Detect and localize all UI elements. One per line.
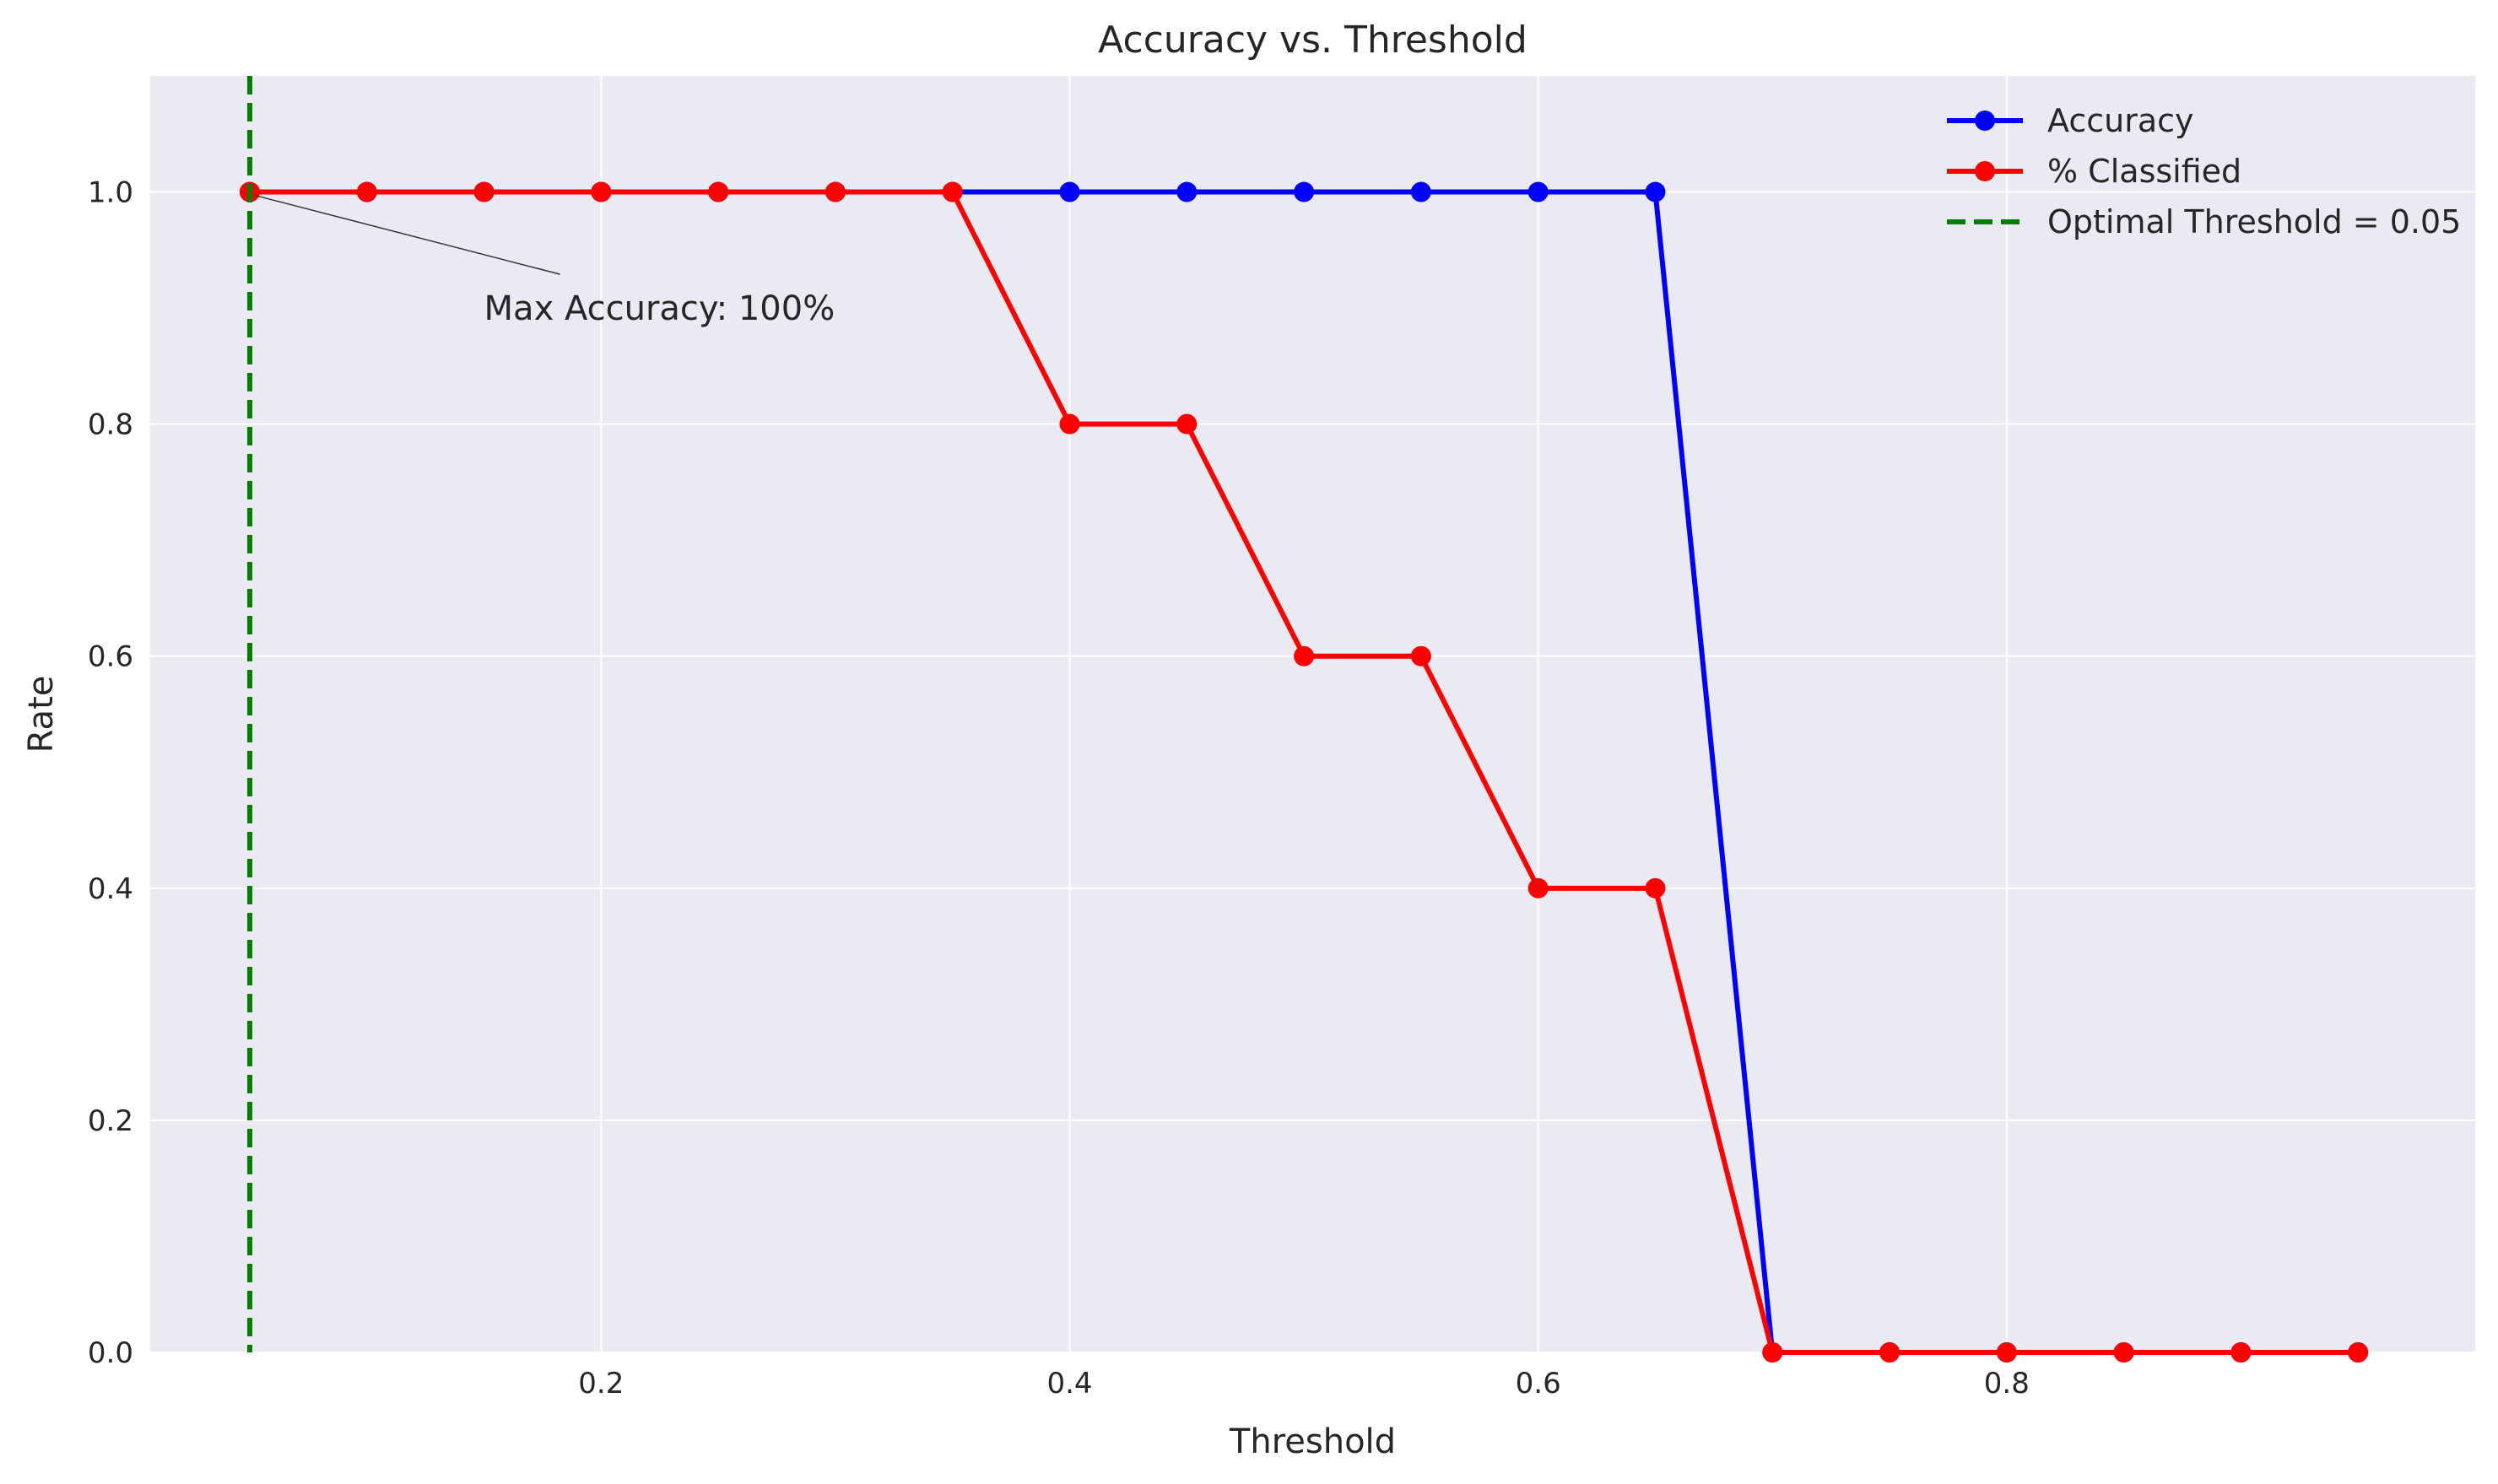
- data-point: [1059, 181, 1080, 202]
- data-point: [2348, 1342, 2369, 1363]
- y-tick-label: 0.2: [88, 1104, 133, 1138]
- x-tick-label: 0.8: [1984, 1367, 2030, 1400]
- legend-label-classified: % Classified: [2047, 153, 2241, 190]
- y-tick-label: 0.6: [88, 640, 133, 674]
- data-point: [2113, 1342, 2134, 1363]
- y-tick-label: 1.0: [88, 176, 133, 210]
- annotation-arrow: [254, 194, 560, 275]
- legend-marker-accuracy: [1975, 111, 1995, 131]
- data-point: [1527, 877, 1549, 898]
- data-point: [356, 181, 377, 202]
- data-point: [591, 181, 612, 202]
- y-tick-label: 0.4: [88, 872, 133, 906]
- data-point: [825, 181, 846, 202]
- data-point: [2230, 1342, 2252, 1363]
- data-point: [1176, 413, 1198, 434]
- x-tick-label: 0.2: [578, 1367, 624, 1400]
- series-layer: [239, 181, 2369, 1363]
- data-point: [942, 181, 963, 202]
- annotation-layer: Max Accuracy: 100%: [254, 194, 835, 328]
- data-point: [1410, 645, 1431, 666]
- y-axis-label: Rate: [22, 676, 61, 753]
- legend: Accuracy % Classified Optimal Threshold …: [1947, 102, 2461, 240]
- x-tick-label: 0.4: [1046, 1367, 1092, 1400]
- data-point: [1059, 413, 1080, 434]
- data-point: [1410, 181, 1431, 202]
- legend-label-accuracy: Accuracy: [2047, 102, 2194, 139]
- data-point: [473, 181, 495, 202]
- legend-marker-classified: [1975, 161, 1995, 181]
- plot-area: [150, 76, 2475, 1352]
- data-point: [708, 181, 729, 202]
- data-point: [1294, 645, 1315, 666]
- legend-label-optimal-threshold: Optimal Threshold = 0.05: [2047, 203, 2461, 240]
- annotation-text: Max Accuracy: 100%: [484, 289, 835, 328]
- y-tick-label: 0.8: [88, 408, 133, 442]
- x-ticks: 0.2 0.4 0.6 0.8: [578, 1367, 2030, 1400]
- data-point: [1996, 1342, 2017, 1363]
- data-point: [1294, 181, 1315, 202]
- data-point: [1176, 181, 1198, 202]
- x-tick-label: 0.6: [1516, 1367, 1561, 1400]
- data-point: [1645, 181, 1666, 202]
- data-point: [1762, 1342, 1783, 1363]
- data-point: [1527, 181, 1549, 202]
- x-axis-label: Threshold: [1229, 1422, 1396, 1461]
- grid: [150, 76, 2475, 1353]
- series-classified: [239, 181, 2369, 1363]
- data-point: [1645, 877, 1666, 898]
- chart-title: Accuracy vs. Threshold: [1098, 19, 1527, 62]
- data-point: [1879, 1342, 1901, 1363]
- y-tick-label: 0.0: [88, 1336, 133, 1370]
- y-ticks: 0.0 0.2 0.4 0.6 0.8 1.0: [88, 176, 133, 1370]
